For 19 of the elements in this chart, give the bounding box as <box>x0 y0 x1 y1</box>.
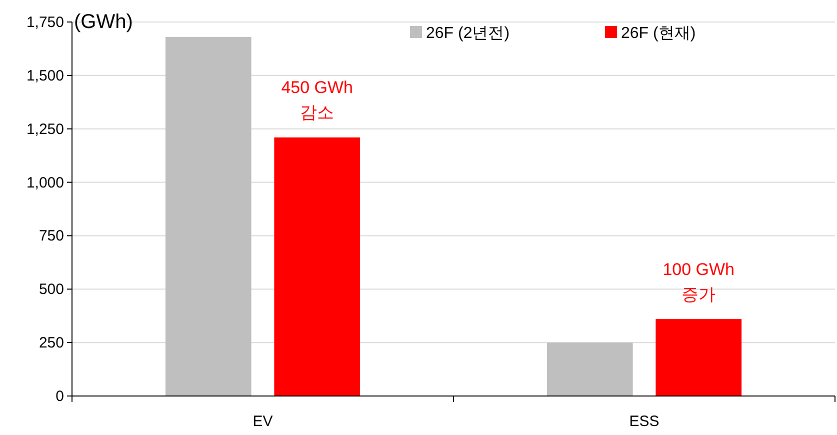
annotation: 450 GWh 감소 <box>280 77 354 124</box>
y-tick-label: 1,250 <box>26 120 64 138</box>
bar <box>165 36 252 396</box>
y-axis-title: (GWh) <box>74 11 133 33</box>
x-tick-label: ESS <box>629 413 660 430</box>
legend-label: 26F (2년전) <box>426 25 510 42</box>
y-tick-label: 0 <box>56 388 64 405</box>
y-tick-label: 750 <box>38 228 64 245</box>
x-tick-label: EV <box>252 413 273 430</box>
y-tick-label: 1,500 <box>26 67 64 84</box>
bar <box>274 137 360 396</box>
legend-label: 26F (현재) <box>621 25 696 42</box>
y-tick-label: 1,000 <box>26 174 64 192</box>
y-tick-label: 500 <box>38 281 64 298</box>
y-tick-label: 250 <box>38 334 64 352</box>
annotation: 100 GWh 증가 <box>662 259 736 306</box>
bar <box>546 342 633 396</box>
y-tick-label: 1,750 <box>26 14 64 31</box>
bar <box>656 319 742 396</box>
